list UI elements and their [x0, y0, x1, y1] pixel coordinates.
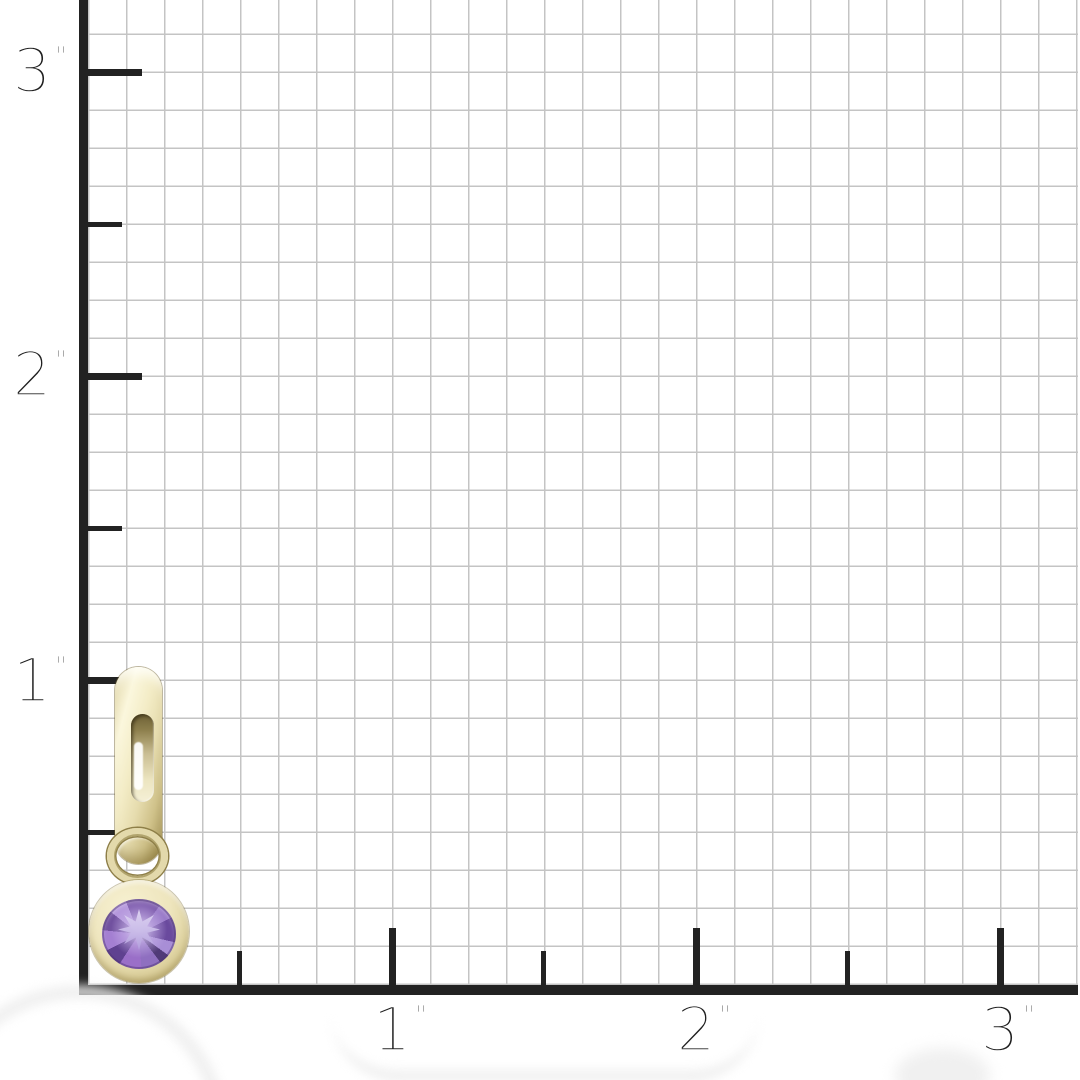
inch-mark: ": [415, 1001, 428, 1032]
bottom-axis-label-3in: 3 ": [948, 999, 1068, 1072]
label-number: 1: [12, 646, 52, 716]
tick-bottom-1in: [389, 928, 396, 985]
bottom-axis-label-1in: 1 ": [340, 999, 460, 1072]
tick-left-0-5in: [88, 830, 122, 835]
bottom-axis-label-2in: 2 ": [644, 999, 764, 1072]
label-number: 3: [12, 36, 52, 106]
watermark-ghost-arc-left: [0, 985, 228, 1080]
label-number: 3: [980, 995, 1020, 1065]
hoop-highlight: [134, 742, 143, 790]
left-axis-label-2in: 2 ": [0, 344, 68, 417]
left-axis-label-3in: 3 ": [0, 40, 68, 113]
inch-grid: [88, 0, 1078, 985]
label-number: 2: [676, 995, 716, 1065]
tick-left-2in: [88, 373, 142, 380]
tick-bottom-3in: [997, 928, 1004, 985]
inch-mark: ": [1023, 1001, 1036, 1032]
tick-bottom-0-5in: [237, 951, 242, 985]
inch-mark: ": [719, 1001, 732, 1032]
tick-bottom-1-5in: [541, 951, 546, 985]
inch-mark: ": [55, 42, 68, 73]
tick-left-1in: [88, 677, 142, 684]
left-axis-label-1in: 1 ": [0, 650, 68, 723]
tick-left-3in: [88, 69, 142, 76]
tick-bottom-2-5in: [845, 951, 850, 985]
label-number: 2: [12, 340, 52, 410]
label-number: 1: [372, 995, 412, 1065]
watermark-ghost-arc-center: [330, 955, 760, 1080]
jump-ring-inner-wire: [114, 834, 161, 878]
inch-mark: ": [55, 346, 68, 377]
tick-left-1-5in: [88, 526, 122, 531]
inch-mark: ": [55, 652, 68, 683]
gemstone-star-facet: [118, 909, 160, 950]
tick-bottom-2in: [693, 928, 700, 985]
ruler-bar-vertical: [79, 0, 88, 995]
ruler-bar-horizontal: [79, 985, 1078, 995]
tick-left-2-5in: [88, 222, 122, 227]
